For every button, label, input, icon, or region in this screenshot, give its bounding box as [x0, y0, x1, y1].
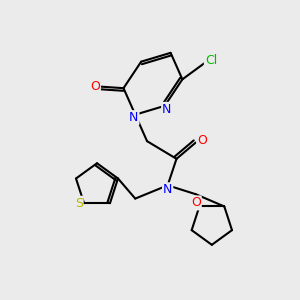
Text: S: S: [75, 197, 83, 210]
Text: N: N: [162, 103, 172, 116]
Text: O: O: [90, 80, 100, 93]
Text: O: O: [197, 134, 207, 147]
Text: N: N: [129, 111, 139, 124]
Text: N: N: [163, 183, 172, 196]
Text: Cl: Cl: [205, 54, 217, 67]
Text: O: O: [191, 196, 201, 209]
